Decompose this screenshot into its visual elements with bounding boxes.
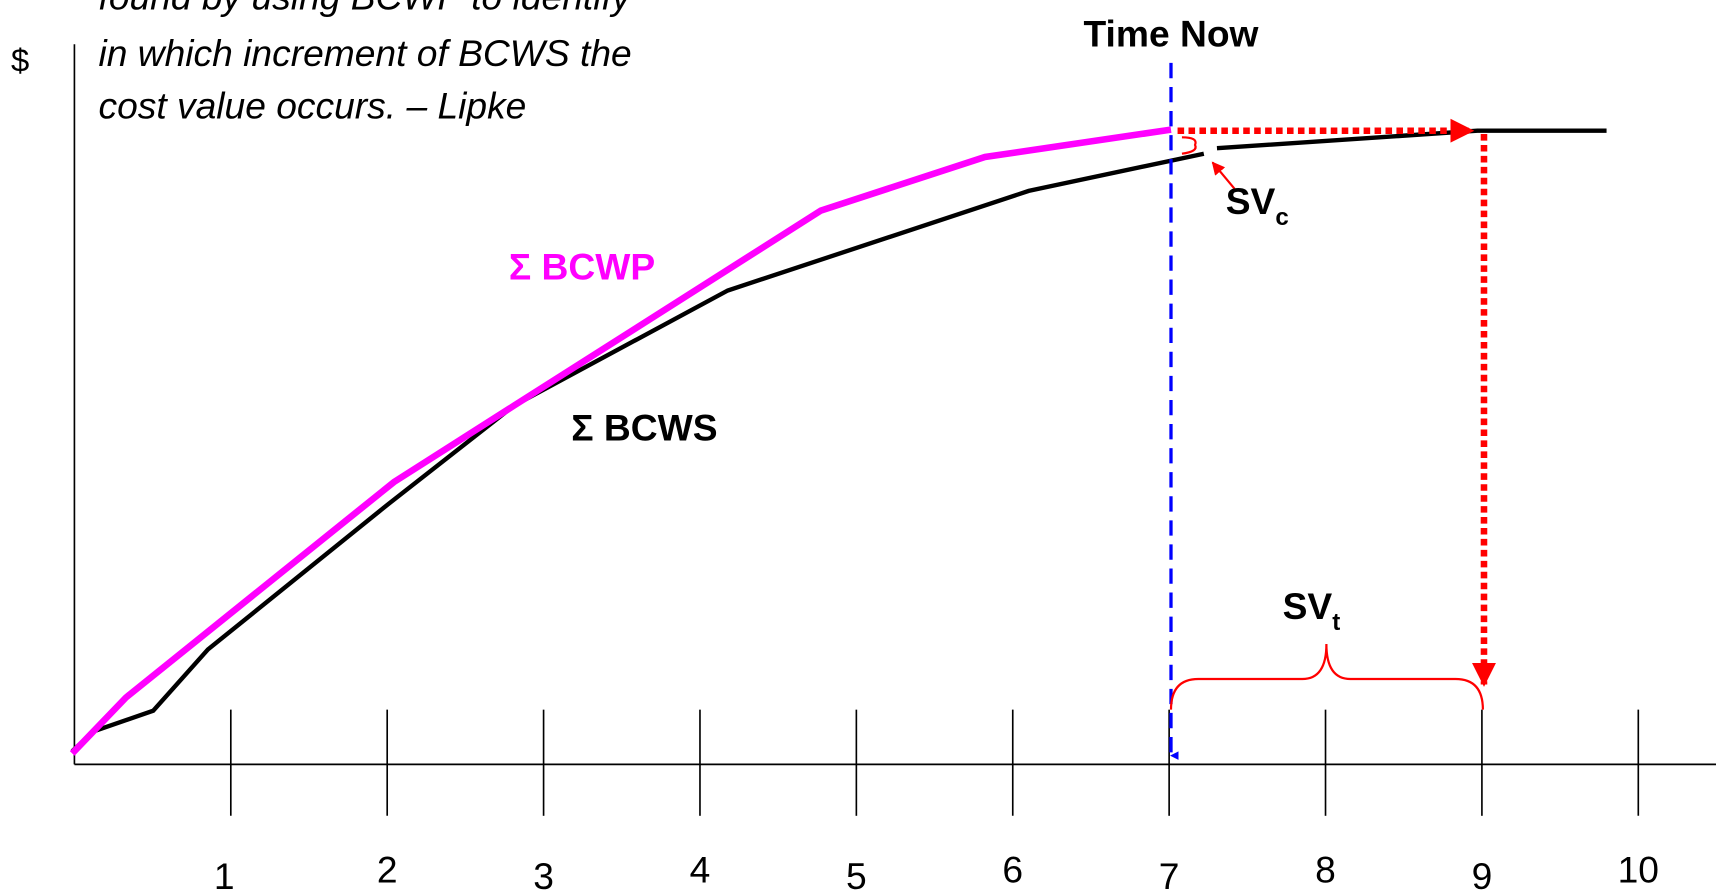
sv-c-sub: c (1275, 204, 1288, 231)
tick-label: 2 (377, 849, 398, 891)
quote-line: cost value occurs. – Lipke (98, 85, 526, 127)
tick-label: 8 (1315, 849, 1336, 891)
quote-line: found by using BCWP to identify (98, 0, 632, 17)
sv-c-arrow (1211, 161, 1236, 190)
tick-label: 7 (1159, 855, 1180, 894)
bcwp-curve (69, 126, 1172, 756)
tick-label: 1 (214, 855, 235, 894)
sv-t-brace (1169, 643, 1484, 710)
tick-label: 3 (533, 855, 554, 894)
y-axis-label: $ (11, 42, 29, 79)
sv-t-sub: t (1332, 609, 1340, 636)
quote-line: in which increment of BCWS the (98, 32, 631, 74)
ticks: 1 2 3 4 5 6 7 8 9 10 (214, 709, 1659, 894)
time-now-label: Time Now (1084, 12, 1259, 54)
tick-label: 6 (1002, 849, 1023, 891)
tick-label: 5 (846, 855, 867, 894)
tick-label: 9 (1472, 855, 1493, 894)
tick-label: 4 (690, 849, 711, 891)
bcws-curve (70, 151, 1205, 753)
sv-c-bracket (1181, 136, 1197, 155)
sv-c-main: SV (1226, 180, 1276, 222)
tick-label: 10 (1618, 849, 1659, 891)
sv-t-label: SVt (1283, 585, 1341, 636)
bcws-label: Σ BCWS (571, 406, 717, 448)
sv-c-label: SVc (1226, 180, 1289, 231)
sv-t-main: SV (1283, 585, 1333, 627)
bcws-curve (1216, 128, 1607, 151)
bcwp-label: Σ BCWP (509, 246, 655, 288)
